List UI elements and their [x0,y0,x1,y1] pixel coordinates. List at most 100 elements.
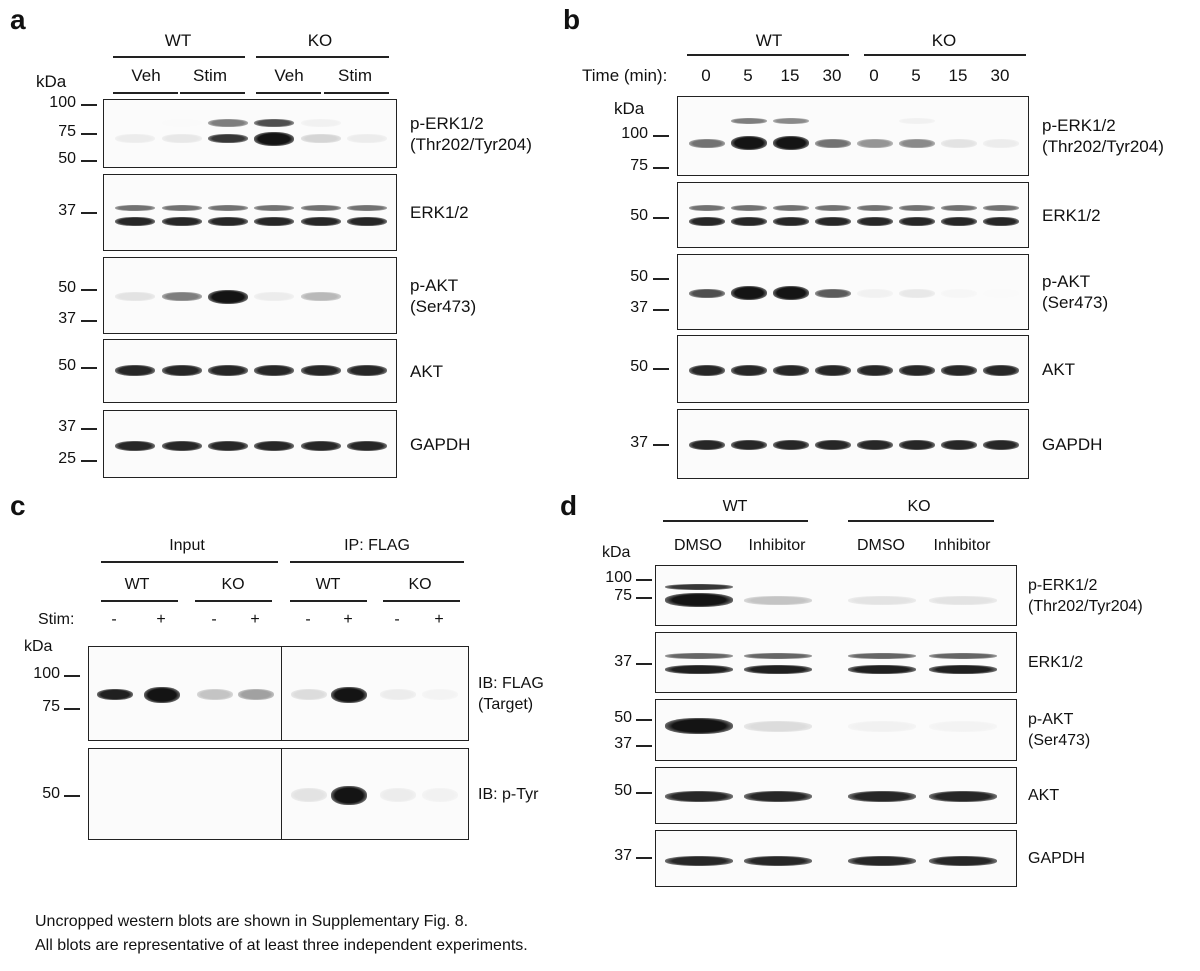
kda-marker: 50 [630,358,648,375]
band [665,665,733,675]
kda-marker: 37 [58,202,76,219]
target-label: IB: p-Tyr [478,785,539,803]
kda-marker: 50 [42,785,60,802]
band [300,205,341,212]
group-label-wt: WT [755,31,783,50]
band [207,134,248,144]
condition-line [324,92,389,94]
kda-marker: 37 [58,310,76,327]
band [773,136,809,151]
group-line [113,56,245,58]
band [744,720,812,732]
section-label-input: Input [169,537,205,554]
condition-label: DMSO [674,537,722,554]
blot-b1 [677,96,1029,176]
band [115,292,156,301]
band [380,788,416,802]
section-label-ip: IP: FLAG [344,537,410,554]
target-label: p-AKT [1042,272,1091,291]
blot-a4 [103,339,397,403]
band [773,205,809,212]
kda-tick [81,428,97,430]
band [899,364,935,376]
blot-c2 [88,748,469,840]
band [207,205,248,212]
condition-label: Stim [193,66,227,85]
target-label: ERK1/2 [1028,654,1084,671]
blot-d2 [655,632,1017,693]
time-point: 5 [911,66,921,85]
band [300,365,341,377]
band [331,686,367,703]
band [815,216,851,226]
band [197,689,233,700]
condition-label: Veh [131,66,161,85]
kda-marker: 50 [614,782,632,799]
band [731,136,767,151]
kda-tick [81,320,97,322]
target-label: (Thr202/Tyr204) [1042,137,1164,156]
band [857,138,893,148]
band [773,118,809,124]
kda-tick [636,663,652,665]
band [941,138,977,148]
band [300,134,341,144]
band [161,119,202,128]
kda-marker: 37 [614,735,632,752]
kda-marker: 50 [58,279,76,296]
target-label: ERK1/2 [1042,205,1101,225]
blot-c1 [88,646,469,741]
band [744,595,812,605]
blot-d3 [655,699,1017,761]
target-label: p-ERK1/2 [410,113,484,133]
time-point: 30 [990,66,1010,85]
band [161,134,202,144]
band [380,689,416,700]
band [422,788,458,802]
kda-marker: 75 [614,587,632,604]
kda-marker: 100 [605,569,632,586]
band [929,665,997,675]
kda-tick [81,160,97,162]
band [857,440,893,450]
band [815,364,851,376]
kda-tick [64,675,80,677]
footnote-line-1: Uncropped western blots are shown in Sup… [35,913,469,930]
target-label: ERK1/2 [410,203,469,222]
kda-marker: 50 [58,150,76,167]
band [848,791,916,802]
time-point: 5 [743,66,753,85]
blot-b2 [677,182,1029,248]
blot-divider [281,647,283,740]
band [731,364,767,376]
band [161,205,202,212]
condition-label: Stim [338,66,372,85]
band [254,441,295,452]
kda-marker: 100 [621,125,648,142]
band [291,788,327,802]
band [161,441,202,452]
band [857,288,893,298]
kda-marker: 25 [58,450,76,467]
kda-marker: 75 [58,123,76,140]
band [346,216,387,226]
band [929,791,997,802]
band [899,118,935,124]
band [97,689,133,700]
kda-tick [653,278,669,280]
band [689,138,725,148]
target-label: IB: FLAG [478,674,544,692]
band [300,216,341,226]
target-label: (Target) [478,695,534,713]
band [207,216,248,226]
band [929,653,997,660]
band [115,205,156,212]
band [848,855,916,866]
stim-sign: + [250,611,260,628]
target-label: GAPDH [410,434,471,454]
condition-line [256,92,321,94]
band [665,791,733,802]
panel-letter-b: b [563,4,581,35]
band [857,205,893,212]
condition-label: DMSO [857,537,905,554]
